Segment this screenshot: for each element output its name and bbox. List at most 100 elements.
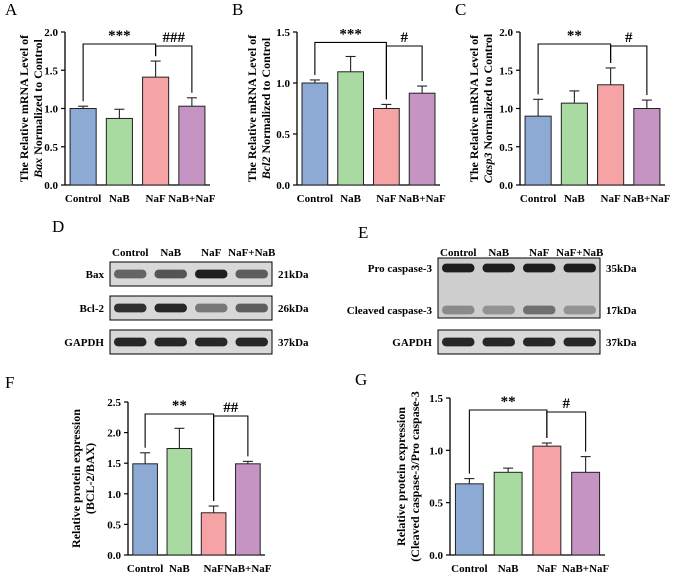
y-axis-label-line2: Casp3 Normalized to Control [481,33,495,183]
panel-label: C [455,0,466,19]
protein-band [442,337,475,347]
x-tick-label: Control [520,193,556,205]
y-axis-label-line1: The Relative mRNA Level of [17,34,31,182]
bar-naf [373,108,400,186]
y-tick-label: 1.0 [429,445,443,457]
blot-size-label: 35kDa [606,263,637,275]
blot-row-label: Cleaved caspase-3 [347,305,433,317]
lane-label: NaB [160,247,181,259]
protein-band [114,337,147,347]
y-axis-label-gene: Casp3 [481,153,495,184]
y-tick-label: 0.5 [276,129,290,141]
protein-band [195,303,228,313]
protein-band [114,269,147,279]
lane-label: NaB [488,247,509,259]
significance-label: ### [163,30,186,46]
bar-control [132,463,158,556]
x-tick-label: Control [127,563,163,575]
blot-size-label: 26kDa [278,303,309,315]
protein-band [523,263,556,273]
y-tick-label: 0.0 [276,180,290,192]
bar-nab [337,71,364,186]
x-tick-label: NaF [204,563,224,575]
significance-bracket [610,45,648,96]
y-tick-label: 0.5 [107,519,121,531]
protein-band [482,305,515,315]
y-axis-label-line2: Bcl2 Normalized to Control [259,37,273,180]
y-tick-label: 1.5 [44,65,58,77]
bar-chart-b: B 0.0 0.5 1.0 1.5 Control NaB NaF NaB+NaF *** # The… [232,0,446,205]
x-tick-label: NaB [498,563,519,575]
y-tick-label: 1.5 [107,458,121,470]
y-axis-label-gene: Bax [31,158,45,179]
panel-label: A [5,0,18,19]
significance-label: ** [501,394,516,410]
significance-label: # [563,396,571,412]
x-tick-label: NaF [146,193,166,205]
protein-band [154,303,187,313]
protein-band [114,303,147,313]
blot-row-label: GAPDH [392,337,432,349]
protein-band [442,263,475,273]
protein-band [195,337,228,347]
bar-naf [597,84,625,186]
y-axis-label-line2: (Cleaved caspase-3/Pro caspase-3 [408,391,422,561]
lane-label: NaF+NaB [556,247,604,259]
bar-nab [493,471,523,556]
bar-nab [105,117,133,186]
x-tick-label: NaF [537,563,557,575]
x-tick-label: Control [451,563,487,575]
blot-size-label: 37kDa [606,337,637,349]
y-axis-label-rest: Normalized to Control [481,33,495,152]
bar-control [454,483,484,556]
y-axis-label-line1: Relative protein expression [69,409,83,548]
significance-label: *** [108,28,131,44]
protein-band [563,305,596,315]
bar-chart-f: F 0.0 0.5 1.0 1.5 2.0 2.5 Control NaB NaF NaB+NaF *… [5,373,272,575]
y-tick-label: 2.0 [107,428,121,440]
y-tick-label: 2.0 [44,27,58,39]
y-tick-label: 1.5 [429,393,443,405]
bar-chart-a: A 0.0 0.5 1.0 1.5 2.0 Control NaB NaF NaB+NaF *** #… [5,0,216,205]
y-tick-label: 1.0 [107,489,121,501]
bar-nab-naf [178,105,206,186]
significance-label: ** [172,398,187,414]
x-tick-label: NaB [564,193,585,205]
bar-nab-naf [408,92,436,186]
y-tick-label: 1.0 [44,104,58,116]
bar-naf [532,445,562,556]
bar-naf [142,76,170,186]
lane-label: Control [112,247,148,259]
y-axis-label-rest: Normalized to Control [31,38,45,157]
y-axis-label-line2: (BCL-2/BAX) [83,443,97,514]
x-tick-label: NaB+NaF [168,193,215,205]
panel-label: G [355,370,367,389]
y-axis-label: Relative protein expression(Cleaved casp… [394,391,422,561]
significance-bracket [385,45,423,100]
panel-label: D [52,217,64,236]
y-tick-label: 0.5 [499,142,513,154]
significance-bracket [155,45,193,93]
bar-control [524,115,552,186]
significance-label: ## [223,400,239,416]
protein-band [523,305,556,315]
blot-size-label: 17kDa [606,305,637,317]
y-axis-label-line1: The Relative mRNA Level of [467,34,481,182]
lane-label: Control [440,247,476,259]
protein-band [235,337,268,347]
protein-band [482,263,515,273]
x-tick-label: NaB [109,193,130,205]
bar-chart-g: G 0.0 0.5 1.0 1.5 Control NaB NaF NaB+NaF ** # Rela… [355,370,610,575]
x-tick-label: NaF [376,193,396,205]
significance-bracket [213,415,249,502]
y-axis-label-rest: Normalized to Control [259,37,273,156]
y-tick-label: 1.0 [499,104,513,116]
protein-band [482,337,515,347]
y-tick-label: 0.0 [107,550,121,562]
y-axis-label: The Relative mRNA Level ofBcl2 Normalize… [245,34,273,182]
y-tick-label: 0.0 [44,180,58,192]
lane-label: NaF [529,247,549,259]
y-axis-label-line1: The Relative mRNA Level of [245,34,259,182]
y-tick-label: 0.0 [429,550,443,562]
